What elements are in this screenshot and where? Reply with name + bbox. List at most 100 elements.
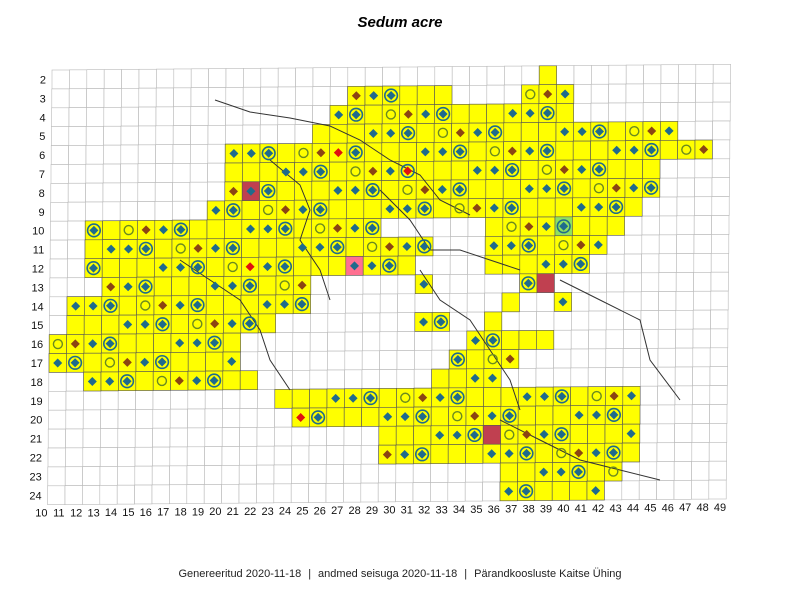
diamond-marker bbox=[470, 430, 479, 440]
occupied-cell bbox=[293, 256, 312, 277]
ring-marker bbox=[592, 124, 607, 139]
column-label: 31 bbox=[401, 505, 413, 517]
grid-cell bbox=[709, 385, 728, 405]
occupied-cell bbox=[465, 444, 484, 464]
occupied-cell bbox=[346, 199, 365, 219]
diamond-marker bbox=[540, 392, 549, 402]
grid-cell bbox=[640, 366, 659, 387]
column-label: 24 bbox=[279, 506, 291, 518]
grid-cell bbox=[554, 273, 573, 293]
diamond-marker bbox=[263, 224, 273, 234]
grid-cell bbox=[207, 125, 226, 145]
occupied-cell bbox=[587, 386, 606, 406]
occupied-cell bbox=[328, 199, 347, 220]
ring-marker bbox=[554, 427, 569, 442]
grid-cell bbox=[274, 426, 293, 447]
grid-cell bbox=[49, 258, 68, 279]
ring-marker bbox=[629, 125, 640, 137]
grid-cell bbox=[155, 87, 174, 108]
grid-cell bbox=[221, 465, 240, 485]
grid-cell bbox=[204, 389, 223, 410]
diamond-marker bbox=[122, 357, 132, 367]
ring-marker bbox=[608, 466, 619, 477]
diamond-marker bbox=[263, 262, 272, 272]
grid-cell bbox=[641, 272, 660, 292]
column-label: 13 bbox=[87, 507, 99, 519]
grid-cell bbox=[587, 367, 606, 387]
occupied-cell bbox=[433, 123, 452, 143]
grid-cell bbox=[639, 385, 658, 406]
occupied-cell bbox=[450, 160, 469, 181]
grid-cell bbox=[640, 291, 659, 311]
diamond-marker bbox=[122, 376, 132, 386]
grid-cell bbox=[68, 145, 87, 165]
ring-marker bbox=[433, 314, 449, 329]
grid-cell bbox=[395, 482, 414, 502]
county-border bbox=[379, 189, 521, 271]
grid-cell bbox=[155, 144, 174, 164]
column-label: 48 bbox=[696, 502, 708, 514]
diamond-marker bbox=[70, 358, 80, 368]
occupied-cell bbox=[83, 315, 102, 335]
diamond-marker bbox=[229, 186, 238, 196]
grid-cell bbox=[242, 86, 261, 107]
occupied-cell bbox=[397, 255, 416, 276]
grid-cell bbox=[362, 293, 381, 314]
grid-cell bbox=[309, 350, 328, 371]
grid-cell bbox=[708, 441, 727, 462]
occupied-cell bbox=[468, 179, 487, 200]
diamond-marker bbox=[316, 167, 326, 177]
grid-cell bbox=[571, 310, 590, 331]
column-label: 23 bbox=[261, 506, 273, 518]
diamond-marker bbox=[262, 299, 272, 309]
grid-cell bbox=[221, 427, 240, 447]
grid-cell bbox=[484, 292, 503, 313]
grid-cell bbox=[535, 348, 554, 369]
occupied-cell bbox=[483, 349, 502, 369]
grid-cell bbox=[656, 480, 675, 500]
grid-cell bbox=[643, 64, 662, 85]
diamond-marker bbox=[176, 225, 186, 235]
ring-marker bbox=[242, 316, 257, 331]
diamond-marker bbox=[647, 126, 657, 136]
occupied-cell bbox=[520, 197, 539, 218]
grid-cell bbox=[605, 329, 624, 349]
occupied-cell bbox=[187, 351, 206, 372]
ring-marker bbox=[363, 390, 378, 406]
occupied-cell bbox=[361, 407, 380, 427]
grid-cell bbox=[625, 64, 644, 85]
grid-cell bbox=[590, 102, 609, 123]
grid-cell bbox=[66, 277, 85, 297]
occupied-cell bbox=[346, 161, 365, 182]
grid-cell bbox=[326, 426, 345, 446]
occupied-cell bbox=[447, 444, 466, 464]
ring-marker bbox=[348, 145, 363, 160]
occupied-cell bbox=[468, 141, 487, 162]
grid-cell bbox=[85, 145, 104, 165]
diamond-marker bbox=[402, 242, 412, 252]
grid-cell bbox=[414, 350, 433, 370]
grid-cell bbox=[638, 480, 657, 500]
grid-cell bbox=[712, 101, 731, 122]
occupied-cell bbox=[624, 197, 643, 217]
grid-cell bbox=[117, 409, 136, 429]
diamond-marker bbox=[158, 319, 167, 329]
diamond-marker bbox=[609, 410, 619, 420]
grid-cell bbox=[221, 446, 240, 466]
grid-cell bbox=[310, 294, 329, 314]
diamond-marker bbox=[106, 244, 116, 254]
grid-cell bbox=[326, 445, 345, 465]
grid-cell bbox=[639, 404, 658, 425]
occupied-cell bbox=[517, 462, 536, 483]
grid-cell bbox=[152, 390, 171, 410]
column-label: 49 bbox=[714, 502, 726, 514]
row-label: 8 bbox=[39, 188, 45, 200]
ring-marker bbox=[450, 352, 466, 367]
grid-cell bbox=[624, 215, 643, 236]
grid-cell bbox=[238, 483, 257, 504]
grid-cell bbox=[692, 347, 711, 368]
occupied-cell bbox=[153, 276, 172, 297]
ring-marker bbox=[242, 278, 257, 293]
grid-cell bbox=[397, 312, 416, 332]
diamond-marker bbox=[367, 223, 377, 233]
